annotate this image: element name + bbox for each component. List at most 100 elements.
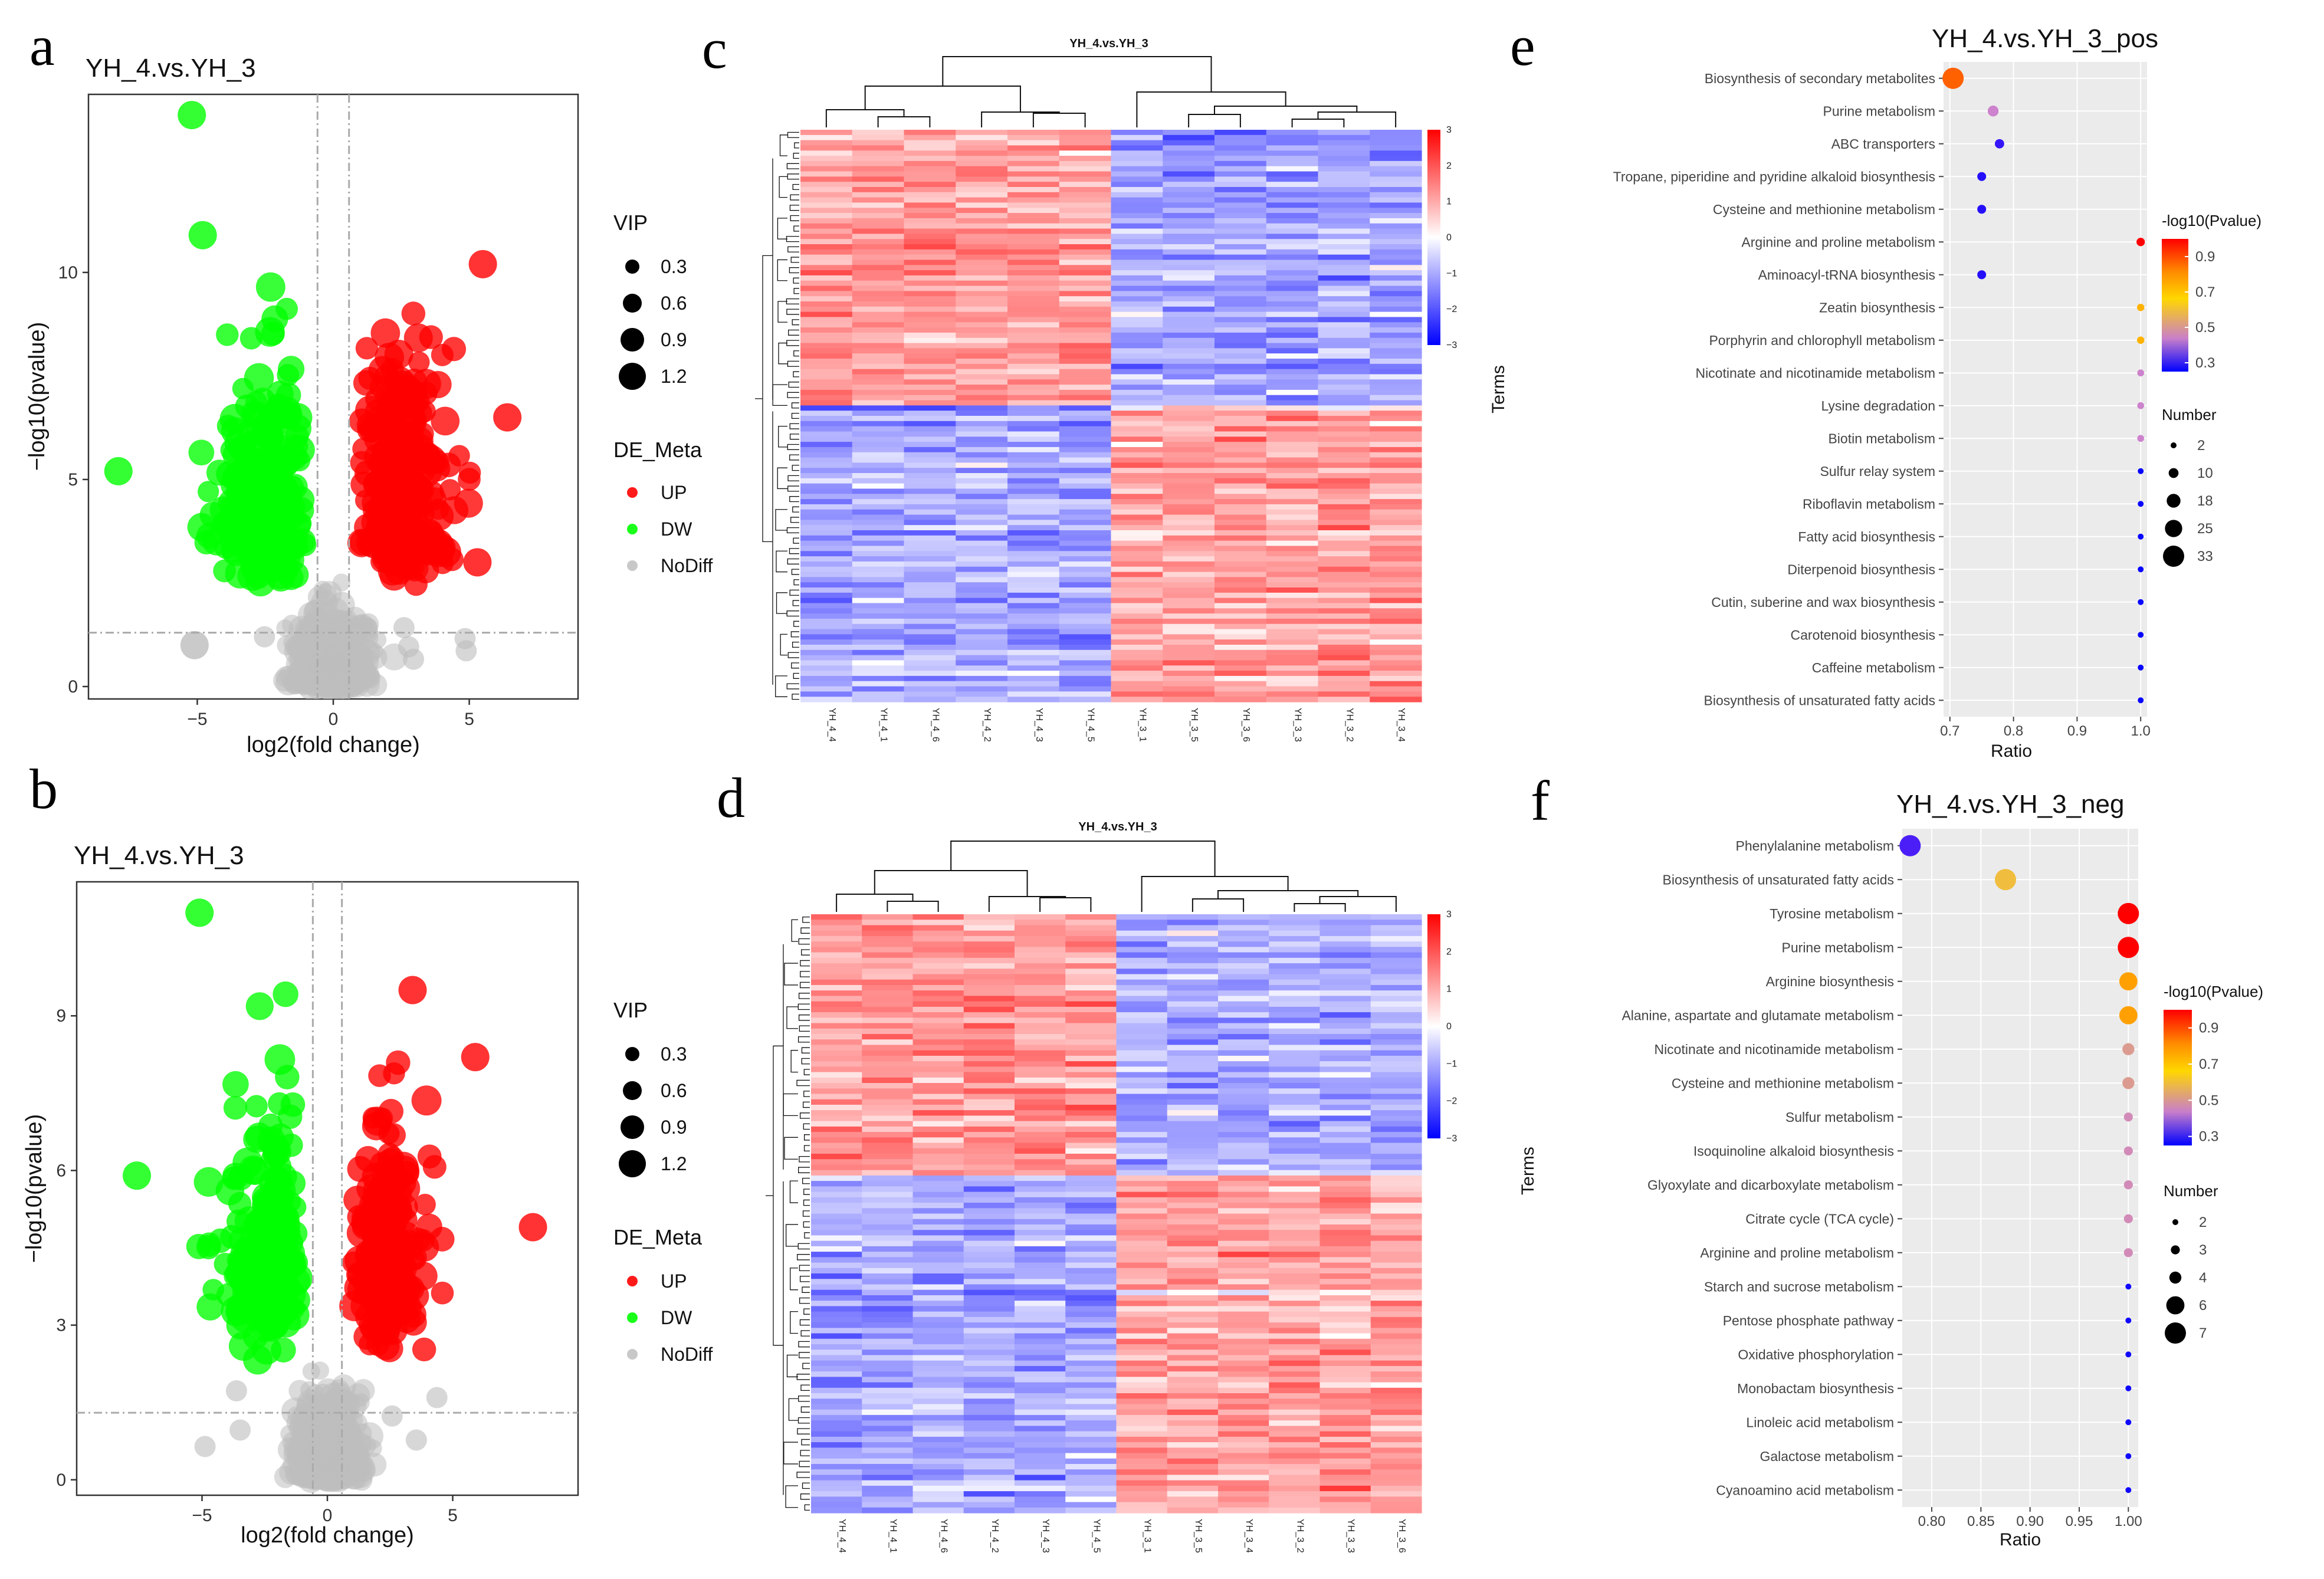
heatmap-cell [1167,974,1219,980]
heatmap-cell [1218,1273,1269,1279]
heatmap-cell [1163,249,1215,255]
heatmap-cell [963,1328,1015,1334]
heatmap-cell [1318,306,1370,313]
heatmap-cell [963,1066,1015,1073]
heatmap-cell [1059,623,1112,630]
heatmap-cell [1214,686,1267,692]
up-point [372,1107,393,1129]
up-point [343,1186,372,1214]
heatmap-cell [811,1377,862,1383]
dw-point [185,898,214,927]
heatmap-cell [1266,306,1319,313]
heatmap-cell [904,301,956,307]
heatmap-cell [912,1159,964,1166]
heatmap-cell [811,947,862,953]
heatmap-cell [1214,645,1267,651]
heatmap-cell [1269,1203,1321,1209]
heatmap-cell [811,1365,862,1372]
heatmap-cell [1318,223,1370,229]
heatmap-cell [1116,1377,1168,1383]
heatmap-cell [1111,348,1163,354]
up-point [400,531,424,556]
heatmap-cell [956,582,1008,588]
enrichment-point [2136,303,2145,311]
row-dendrogram [766,916,810,1511]
heatmap-cell [1163,244,1215,250]
up-point [448,445,470,467]
heatmap-cell [1167,1148,1219,1154]
row-dendrogram-link [791,919,798,942]
heatmap-cell [811,1279,862,1285]
heatmap-cell [1007,332,1060,339]
heatmap-cell [1269,1295,1321,1301]
heatmap-cell [963,1453,1015,1459]
heatmap-cell [1269,1360,1321,1367]
heatmap-cell [1214,192,1267,198]
row-dendrogram-link [789,589,799,596]
panel-b-ylabel: −log10(pvalue) [22,1114,47,1263]
heatmap-cell [1065,1301,1117,1306]
heatmap-cell [1167,1382,1219,1388]
heatmap-cell [811,1399,862,1405]
heatmap-cell [811,1414,862,1421]
heatmap-cell [1111,317,1163,323]
vip-size-label: 0.9 [661,1117,687,1138]
heatmap-cell [1318,260,1370,265]
heatmap-cell [1318,322,1370,328]
heatmap-cell [1116,1301,1168,1306]
heatmap-cell [904,681,956,687]
heatmap-cell [956,156,1008,162]
heatmap-cell [1218,1409,1269,1416]
points [123,898,547,1493]
heatmap-cell [1065,1436,1117,1443]
heatmap-cell [1266,691,1319,697]
heatmap-cell [800,343,853,349]
heatmap-cell [1163,301,1215,307]
heatmap-cell [1111,697,1163,702]
heatmap-cell [1214,551,1267,557]
heatmap-cell [1015,930,1066,937]
heatmap-cell [852,681,905,687]
heatmap-cell [852,400,905,406]
heatmap-cell [912,1475,964,1481]
nodiff-point [324,1413,347,1436]
heatmap-cell [852,623,905,630]
heatmap-cell [1319,1322,1371,1328]
heatmap-cell [1319,1213,1371,1220]
heatmap-column-label: YH_3_1 [1143,1519,1153,1553]
heatmap-cell [904,166,956,172]
heatmap-cell [1007,577,1060,583]
up-point [463,548,492,577]
heatmap-cell [1007,150,1060,156]
row-dendrogram-link [762,255,773,543]
heatmap-cell [1266,385,1319,390]
heatmap-cell [1065,1491,1117,1497]
heatmap-cell [1059,649,1112,656]
vip-size-label: 1.2 [661,1153,687,1174]
row-dendrogram-link [803,1101,810,1108]
row-dendrogram-link [799,1352,810,1358]
heatmap-cell [912,1409,964,1416]
colorbar-tick-label: 1 [1446,197,1452,207]
heatmap-cell [1065,1083,1117,1089]
heatmap-cell [1116,920,1168,926]
heatmap-cell [1318,421,1370,427]
row-dendrogram-link [801,1058,810,1065]
row-dendrogram-link [793,579,799,586]
heatmap-cell [1111,525,1163,531]
heatmap-cell [956,639,1008,645]
heatmap-cell [852,176,905,182]
heatmap-cell [811,1426,862,1432]
heatmap-cell [904,134,956,141]
heatmap-cell [963,1213,1015,1220]
heatmap-cell [1370,603,1422,609]
heatmap-cell [1111,254,1163,261]
heatmap-cell [1319,957,1371,964]
heatmap-cell [1269,1154,1321,1160]
heatmap-cell [1266,697,1319,702]
heatmap-cell [1163,348,1215,354]
heatmap-cell [956,483,1008,490]
heatmap-cell [1116,1034,1168,1040]
heatmap-cell [862,1360,914,1367]
heatmap-cell [963,1436,1015,1443]
